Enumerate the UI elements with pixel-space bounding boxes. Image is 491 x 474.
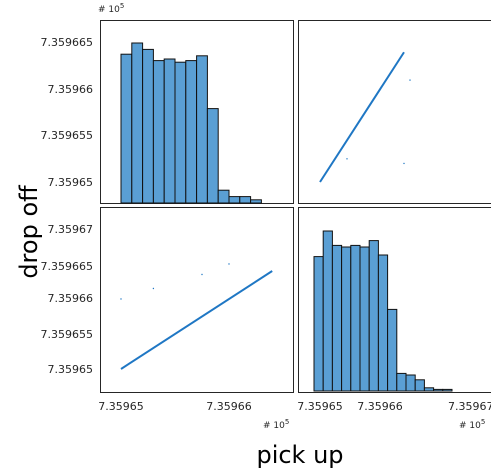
histogram-bar: [131, 42, 144, 204]
scatter-point: [403, 162, 405, 165]
histogram-bar: [185, 60, 198, 204]
panel-bottom-left-frame: [100, 207, 294, 393]
y-tick-label: 7.35966: [48, 83, 94, 96]
x-tick-label: 7.35965: [98, 400, 144, 413]
exponent-power: 5: [120, 2, 124, 10]
histogram-bar: [387, 308, 398, 392]
scatter-point: [201, 273, 203, 276]
y-tick-label: 7.359655: [41, 328, 94, 341]
scatter-trend-points: [120, 270, 273, 370]
histogram-bar: [163, 58, 176, 204]
y-tick-label: 7.35966: [48, 292, 94, 305]
scatter-trend-points: [319, 51, 405, 183]
exponent-base: # 10: [459, 421, 481, 431]
x-tick-label: 7.35965: [297, 400, 343, 413]
histogram-bar: [322, 230, 333, 392]
scatter-point: [120, 298, 122, 300]
y-tick-label: 7.35967: [48, 223, 94, 236]
histogram-bar: [359, 246, 370, 392]
svg-text:# 105: # 105: [98, 2, 124, 15]
histogram-bar: [250, 199, 262, 204]
histogram-bar: [206, 108, 219, 204]
y-tick-label: 7.35965: [48, 176, 94, 189]
histogram-bar: [331, 244, 343, 392]
histogram-pickup: [120, 42, 262, 204]
panel-top-left-frame: [100, 20, 294, 204]
y-tick-label: 7.359665: [41, 36, 94, 49]
exponent-power: 5: [285, 418, 289, 426]
y-tick-label: 7.35965: [48, 363, 94, 376]
histogram-bar: [120, 53, 133, 204]
y-axis-label: drop off: [15, 185, 43, 279]
x-tick-label: 7.35966: [206, 400, 252, 413]
histogram-bar: [405, 374, 416, 392]
histogram-bar: [217, 189, 230, 204]
histogram-bar: [228, 196, 241, 204]
scatter-point: [228, 263, 230, 265]
histogram-bar: [313, 256, 324, 392]
x-tick-label: 7.35966: [357, 400, 403, 413]
histogram-bar: [423, 387, 435, 392]
histogram-bar: [414, 379, 425, 392]
scatter-point: [152, 287, 155, 290]
histogram-bar: [174, 61, 187, 204]
scatter-point: [346, 158, 348, 160]
histogram-bar: [368, 240, 379, 392]
histogram-bar: [396, 372, 407, 392]
scatter-point: [409, 79, 411, 81]
panel-bottom-right-frame: [298, 207, 491, 393]
histogram-bar: [239, 196, 252, 204]
histogram-bar: [442, 388, 453, 392]
exponent-base: # 10: [98, 5, 120, 15]
histogram-bar: [196, 55, 208, 204]
histogram-bar: [152, 60, 165, 204]
x-exponent-label-left: # 105: [263, 418, 289, 431]
x-exponent-label-right: # 105: [459, 418, 485, 431]
x-tick-label: 7.35967: [448, 400, 491, 413]
svg-text:# 105: # 105: [263, 418, 289, 431]
scatter-dropoff-vs-pickup: [120, 263, 273, 370]
y-tick-label: 7.359655: [41, 129, 94, 142]
histogram-bar: [341, 246, 352, 392]
scatter-pickup-vs-dropoff: [319, 51, 411, 183]
histogram-bar: [433, 388, 444, 392]
y-tick-label: 7.359665: [41, 260, 94, 273]
histogram-dropoff: [313, 230, 453, 392]
panel-top-right-frame: [298, 20, 491, 204]
exponent-base: # 10: [263, 421, 285, 431]
histogram-bar: [142, 48, 154, 204]
x-axis-label: pick up: [256, 441, 343, 469]
y-exponent-label: # 105: [98, 2, 124, 15]
histogram-bar: [377, 254, 389, 392]
histogram-bar: [350, 244, 361, 392]
svg-text:# 105: # 105: [459, 418, 485, 431]
exponent-power: 5: [481, 418, 485, 426]
